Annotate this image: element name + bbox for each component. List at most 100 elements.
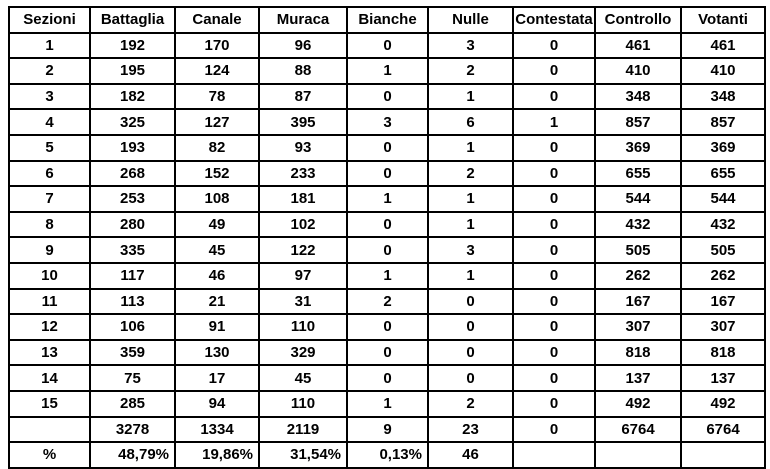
table-cell: 0 — [512, 159, 596, 188]
column-header: Votanti — [680, 6, 766, 34]
table-cell: 46 — [174, 261, 260, 290]
table-cell: 0 — [512, 185, 596, 213]
table-cell: 492 — [594, 389, 682, 418]
table-cell: 19,86% — [174, 441, 260, 469]
table-cell: 544 — [680, 185, 766, 213]
table-cell: 6764 — [680, 415, 766, 444]
table-cell: 655 — [594, 159, 682, 188]
table-cell: 0 — [512, 364, 596, 392]
table-cell: 1 — [427, 210, 514, 239]
table-cell: 369 — [680, 133, 766, 162]
table-cell — [594, 441, 682, 469]
table-cell: 655 — [680, 159, 766, 188]
table-cell: 152 — [174, 159, 260, 188]
table-cell: 369 — [594, 133, 682, 162]
table-cell: 505 — [594, 236, 682, 264]
table-cell: 0 — [346, 236, 429, 264]
table-cell: 0 — [346, 364, 429, 392]
table-cell: 82 — [174, 133, 260, 162]
table-cell: 3278 — [89, 415, 176, 444]
table-cell: 192 — [89, 31, 176, 60]
table-cell: 1 — [346, 261, 429, 290]
table-cell: 0 — [512, 338, 596, 367]
table-row: 15 285 94 110 1 2 0 492 492 — [8, 389, 766, 418]
table-cell: 2 — [427, 159, 514, 188]
table-cell: 181 — [258, 185, 348, 213]
table-cell: 46 — [427, 441, 514, 469]
table-row: 1 192 170 96 0 3 0 461 461 — [8, 31, 766, 60]
table-cell: 0 — [427, 338, 514, 367]
table-cell: 0 — [512, 261, 596, 290]
table-row: 14 75 17 45 0 0 0 137 137 — [8, 364, 766, 392]
table-row: 5 193 82 93 0 1 0 369 369 — [8, 133, 766, 162]
table-cell: 182 — [89, 82, 176, 111]
table-cell: 1 — [346, 185, 429, 213]
table-cell: 492 — [680, 389, 766, 418]
table-cell: 88 — [258, 57, 348, 85]
table-cell: 3 — [8, 82, 91, 111]
table-cell: 0 — [512, 133, 596, 162]
table-cell: 1 — [427, 133, 514, 162]
table-cell: 0 — [346, 31, 429, 60]
table-cell: 348 — [594, 82, 682, 111]
table-cell: 0 — [512, 287, 596, 316]
table-cell: 0 — [346, 133, 429, 162]
table-cell: 2119 — [258, 415, 348, 444]
table-cell: 193 — [89, 133, 176, 162]
table-row: 12 106 91 110 0 0 0 307 307 — [8, 313, 766, 341]
column-header: Bianche — [346, 6, 429, 34]
table-cell: 13 — [8, 338, 91, 367]
table-cell: 97 — [258, 261, 348, 290]
table-cell: 0 — [512, 389, 596, 418]
table-cell: 461 — [594, 31, 682, 60]
table-cell: 2 — [8, 57, 91, 85]
header-row: Sezioni Battaglia Canale Muraca Bianche Nulle… — [8, 6, 766, 34]
table-row: 4 325 127 395 3 6 1 857 857 — [8, 108, 766, 136]
table-cell: 45 — [174, 236, 260, 264]
table-cell: 0 — [346, 82, 429, 111]
table-cell: 0,13% — [346, 441, 429, 469]
results-table-container: Sezioni Battaglia Canale Muraca Bianche Nulle… — [8, 6, 766, 469]
table-cell — [8, 415, 91, 444]
table-cell: 137 — [594, 364, 682, 392]
column-header: Muraca — [258, 6, 348, 34]
table-cell: 544 — [594, 185, 682, 213]
table-cell: 78 — [174, 82, 260, 111]
table-cell — [680, 441, 766, 469]
table-cell: 505 — [680, 236, 766, 264]
table-cell: 307 — [594, 313, 682, 341]
table-cell: 45 — [258, 364, 348, 392]
table-cell: 253 — [89, 185, 176, 213]
table-cell: 2 — [427, 57, 514, 85]
table-cell: 0 — [346, 313, 429, 341]
table-cell: 113 — [89, 287, 176, 316]
table-cell: 857 — [680, 108, 766, 136]
table-cell: 1 — [512, 108, 596, 136]
table-cell: 6764 — [594, 415, 682, 444]
table-cell: 49 — [174, 210, 260, 239]
table-cell: 17 — [174, 364, 260, 392]
table-row: 13 359 130 329 0 0 0 818 818 — [8, 338, 766, 367]
table-row: 7 253 108 181 1 1 0 544 544 — [8, 185, 766, 213]
table-cell: 410 — [594, 57, 682, 85]
table-cell: 0 — [512, 31, 596, 60]
table-row: 6 268 152 233 0 2 0 655 655 — [8, 159, 766, 188]
table-cell: 167 — [680, 287, 766, 316]
column-header: Battaglia — [89, 6, 176, 34]
table-cell: 348 — [680, 82, 766, 111]
table-cell: 268 — [89, 159, 176, 188]
table-row: 10 117 46 97 1 1 0 262 262 — [8, 261, 766, 290]
column-header: Canale — [174, 6, 260, 34]
table-row: 11 113 21 31 2 0 0 167 167 — [8, 287, 766, 316]
table-cell: 0 — [346, 210, 429, 239]
table-cell: 1 — [346, 57, 429, 85]
table-cell: % — [8, 441, 91, 469]
table-cell: 3 — [346, 108, 429, 136]
table-cell: 10 — [8, 261, 91, 290]
table-cell: 110 — [258, 389, 348, 418]
results-table: Sezioni Battaglia Canale Muraca Bianche Nulle… — [8, 6, 766, 469]
table-cell: 432 — [594, 210, 682, 239]
table-cell: 2 — [427, 389, 514, 418]
table-cell: 1334 — [174, 415, 260, 444]
column-header: Sezioni — [8, 6, 91, 34]
